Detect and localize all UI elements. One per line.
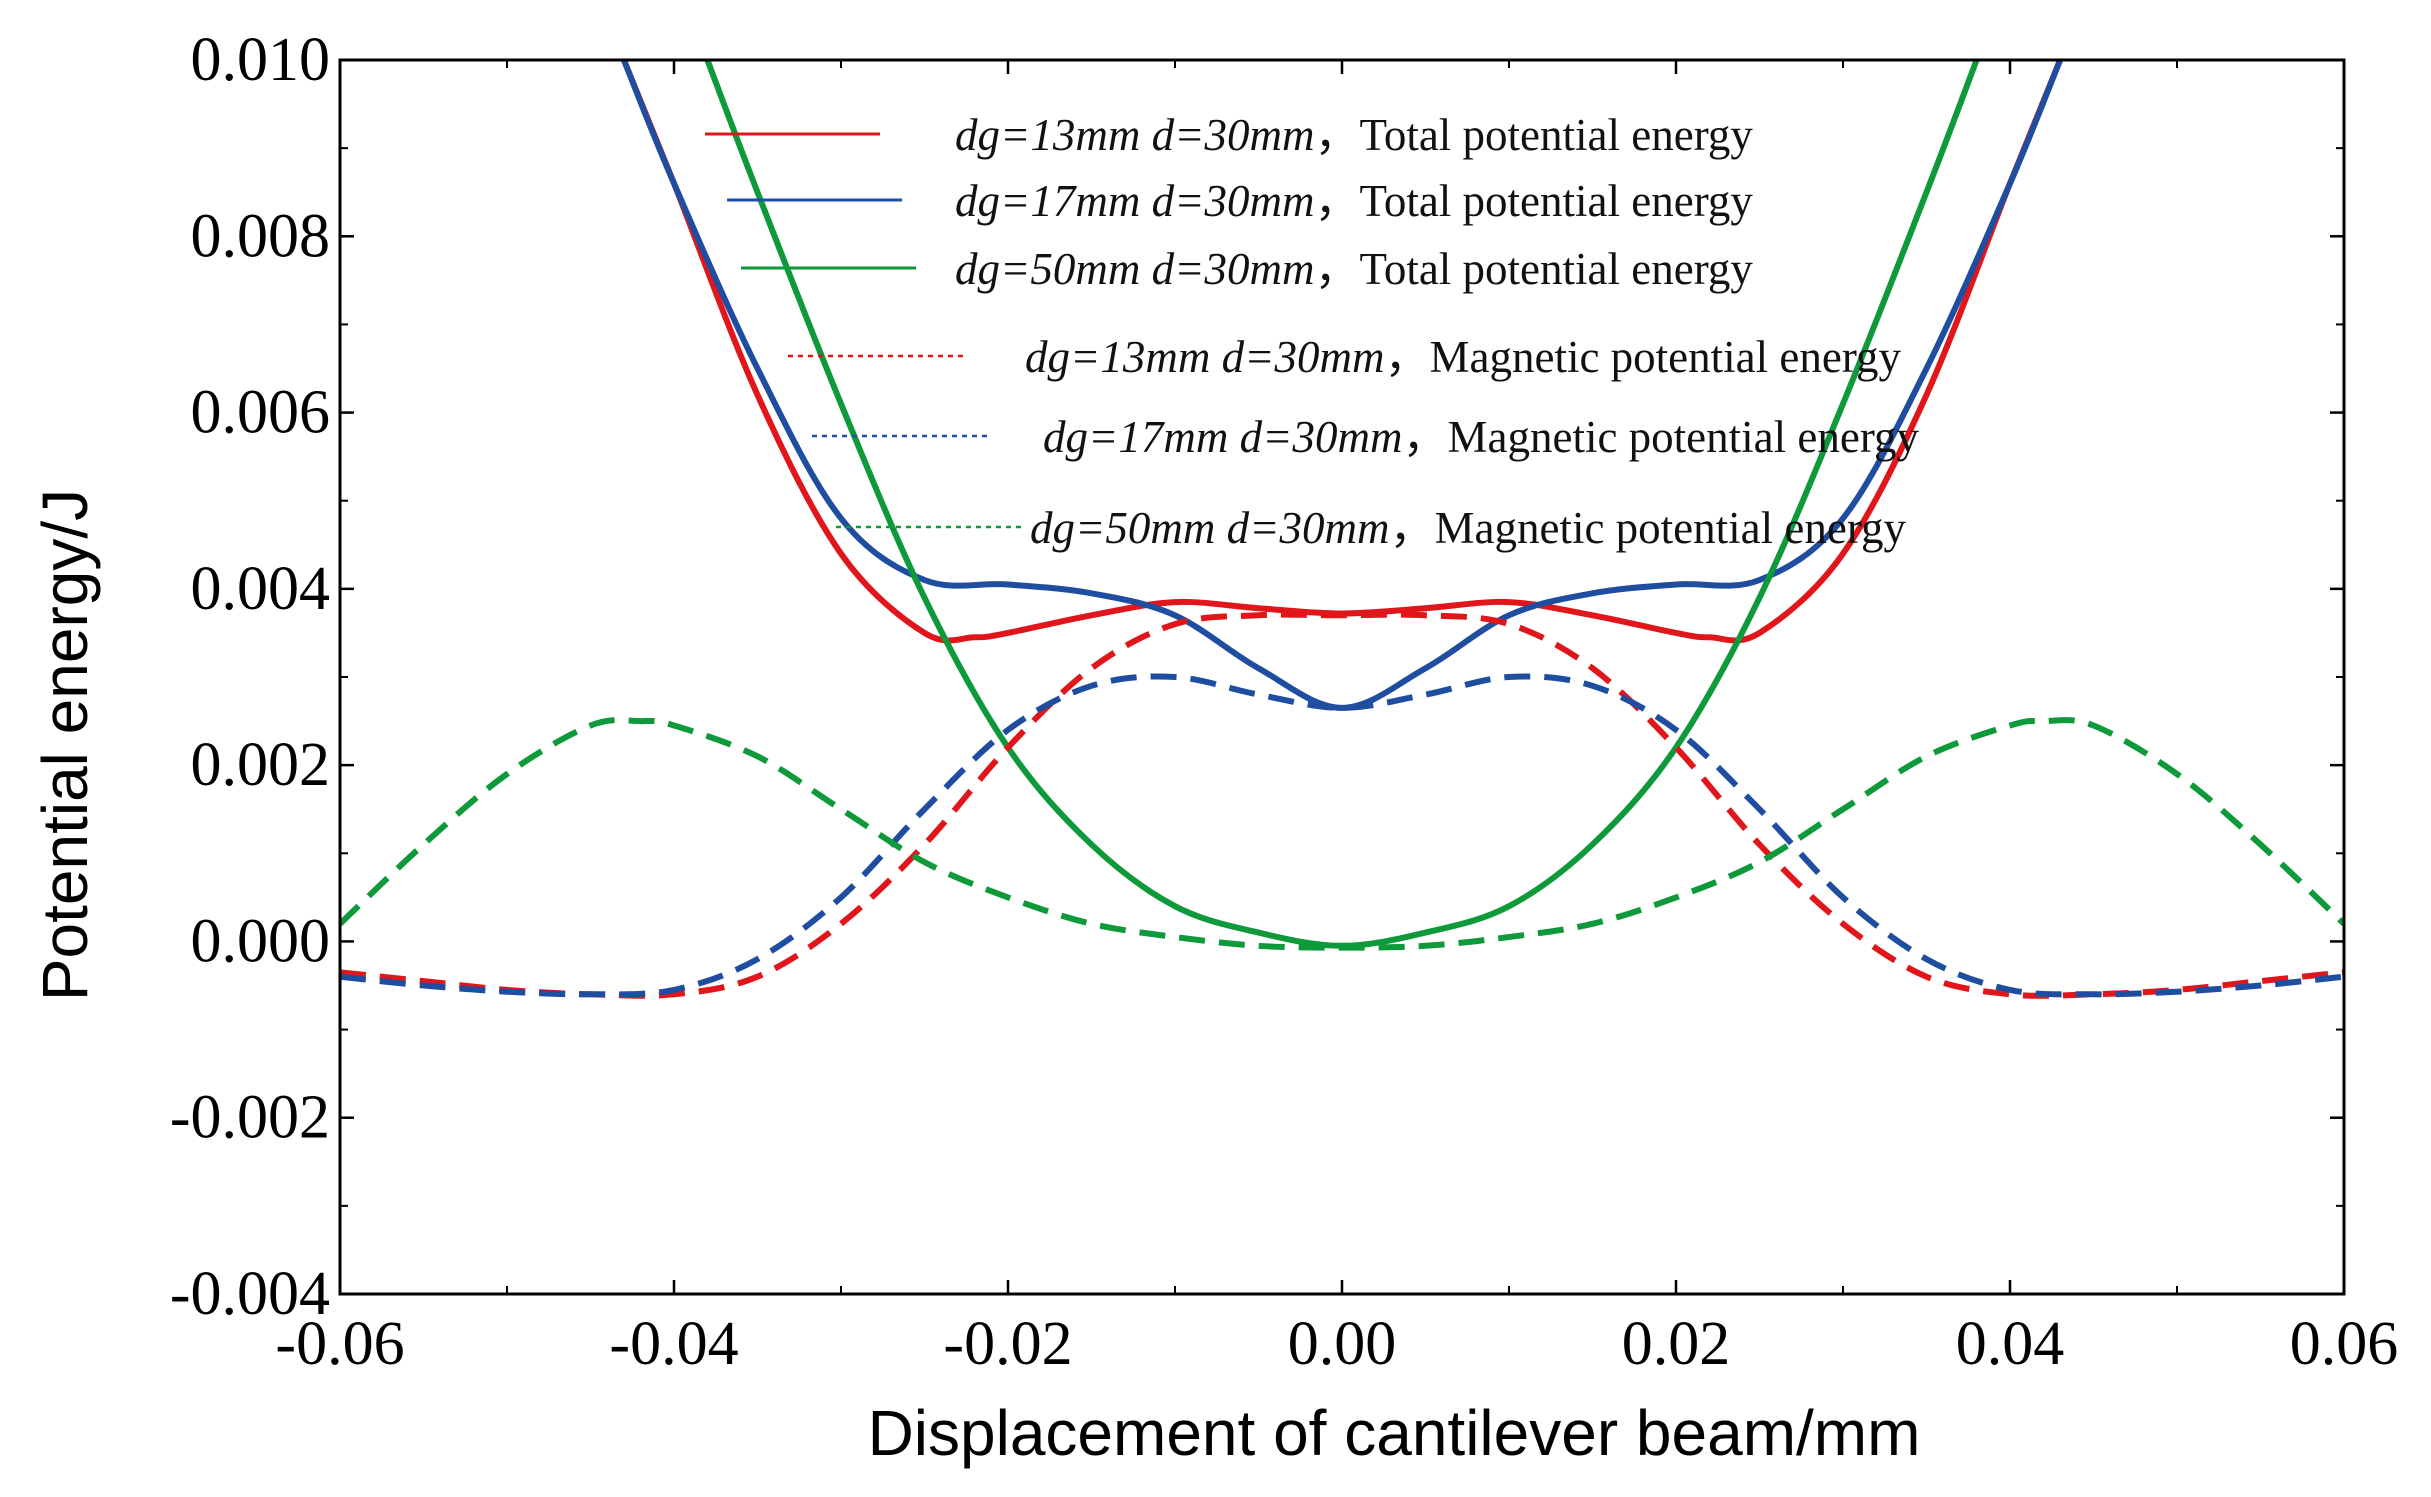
y-tick-label: 0.006: [191, 379, 331, 447]
legend-label-description: ，Total potential energy: [1314, 110, 1753, 160]
legend-label-description: ，Total potential energy: [1314, 244, 1753, 294]
series-line-dg50-magnetic: [340, 717, 2344, 951]
series-line-dg17-total: [621, 60, 2063, 711]
legend-label-params: dg=17mm d=30mm: [1043, 412, 1402, 462]
series-layer: [340, 60, 2344, 999]
legend-label-dg17-magnetic: dg=17mm d=30mm，Magnetic potential energy: [1043, 412, 1919, 462]
y-tick-label: 0.002: [191, 731, 331, 799]
x-tick-label: 0.00: [1288, 1310, 1397, 1378]
legend-label-dg17-total: dg=17mm d=30mm，Total potential energy: [955, 176, 1753, 226]
legend-label-description: ，Magnetic potential energy: [1402, 412, 1919, 462]
y-tick-label: 0.010: [191, 26, 331, 94]
legend-label-dg13-total: dg=13mm d=30mm，Total potential energy: [955, 110, 1753, 160]
y-tick-label: 0.004: [191, 555, 331, 623]
legend-label-description: ，Total potential energy: [1314, 176, 1753, 226]
x-tick-label: 0.06: [2290, 1310, 2399, 1378]
axes-layer: -0.06 -0.04 -0.02 0.00 0.02 0.04 0.06 -0.004 -0.…: [170, 26, 2398, 1378]
legend-label-dg13-magnetic: dg=13mm d=30mm，Magnetic potential energy: [1025, 332, 1901, 382]
legend-label-description: ，Magnetic potential energy: [1384, 332, 1901, 382]
legend-label-params: dg=50mm d=30mm: [955, 244, 1314, 294]
y-tick-label: 0.008: [191, 202, 331, 270]
legend-label-params: dg=17mm d=30mm: [955, 176, 1314, 226]
legend-label-dg50-magnetic: dg=50mm d=30mm，Magnetic potential energy: [1030, 503, 1906, 553]
x-tick-label: 0.02: [1622, 1310, 1731, 1378]
x-tick-label: -0.04: [609, 1310, 738, 1378]
y-tick-label: -0.002: [170, 1084, 330, 1152]
x-tick-label: -0.02: [943, 1310, 1072, 1378]
legend-label-dg50-total: dg=50mm d=30mm，Total potential energy: [955, 244, 1753, 294]
legend-label-params: dg=50mm d=30mm: [1030, 503, 1389, 553]
legend-label-description: ，Magnetic potential energy: [1389, 503, 1906, 553]
series-line-dg17-magnetic: [340, 673, 2344, 998]
legend-label-params: dg=13mm d=30mm: [1025, 332, 1384, 382]
x-tick-label: 0.04: [1956, 1310, 2065, 1378]
legend: dg=13mm d=30mm，Total potential energydg=…: [705, 110, 1919, 553]
series-line-dg13-magnetic: [340, 611, 2344, 999]
y-tick-label: 0.000: [191, 907, 331, 975]
x-axis-label: Displacement of cantilever beam/mm: [868, 1397, 1921, 1469]
legend-label-params: dg=13mm d=30mm: [955, 110, 1314, 160]
x-tick-label: -0.06: [275, 1310, 404, 1378]
y-axis-label: Potential energy/J: [29, 489, 101, 1001]
y-tick-label: -0.004: [170, 1260, 330, 1328]
